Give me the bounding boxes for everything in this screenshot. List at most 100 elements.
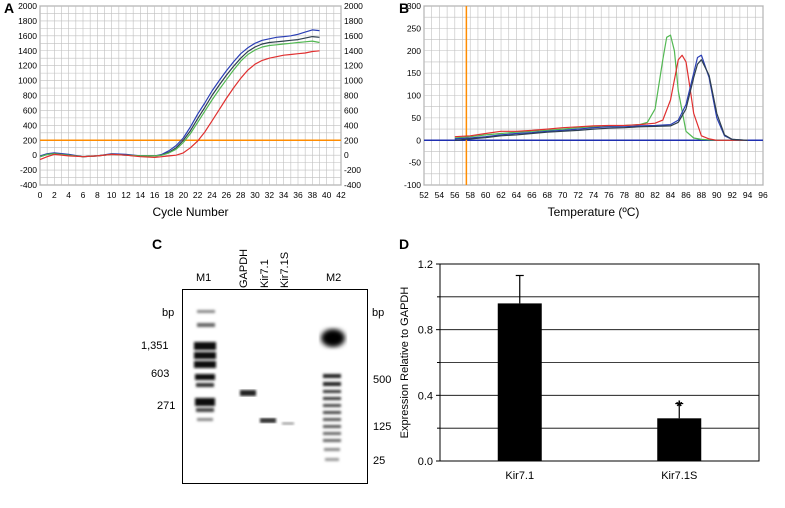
y-tick-label: 0	[416, 135, 421, 145]
x-tick-label: 60	[481, 190, 491, 200]
x-tick-label: 64	[512, 190, 522, 200]
y-tick-label: 400	[23, 120, 37, 130]
x-tick-label: 4	[66, 190, 71, 200]
y-tick-label: 1800	[18, 16, 37, 26]
x-tick-label: 10	[107, 190, 117, 200]
x-tick-label: 62	[496, 190, 506, 200]
panel-label-c: C	[152, 236, 163, 252]
y-axis-label: Expression Relative to GAPDH	[399, 287, 411, 439]
x-tick-label: 34	[279, 190, 289, 200]
lane-label-m1: M1	[196, 272, 212, 284]
y-tick-label-right: 200	[344, 135, 358, 145]
y-tick-label: 200	[23, 135, 37, 145]
marker-right-25: 25	[373, 455, 386, 467]
gel-band	[196, 408, 214, 412]
x-tick-label: 76	[604, 190, 614, 200]
y-tick-label-right: -400	[344, 180, 361, 190]
x-tick-label: Kir7.1	[505, 470, 534, 482]
x-axis-label: Temperature (ºC)	[548, 205, 640, 219]
y-tick-label: 250	[407, 23, 421, 33]
y-tick-label-right: -200	[344, 165, 361, 175]
x-tick-label: 6	[81, 190, 86, 200]
y-tick-label: -200	[20, 165, 37, 175]
x-tick-label: 96	[758, 190, 768, 200]
x-tick-label: 66	[527, 190, 537, 200]
y-tick-label-right: 1800	[344, 16, 363, 26]
x-tick-label: 70	[558, 190, 568, 200]
panel-label-d: D	[399, 236, 410, 252]
gel-band	[196, 383, 214, 387]
y-tick-label-right: 1000	[344, 76, 363, 86]
y-tick-label: 2000	[18, 1, 37, 11]
gel-image	[182, 289, 368, 484]
y-tick-label-right: 600	[344, 105, 358, 115]
gel-band	[323, 439, 341, 442]
gel-band	[325, 458, 339, 461]
x-tick-label: 16	[150, 190, 160, 200]
marker-right-500: 500	[373, 374, 392, 386]
x-tick-label: 88	[697, 190, 707, 200]
y-tick-label: 0	[32, 150, 37, 160]
y-tick-label: 0.8	[418, 325, 433, 337]
x-tick-label: 90	[712, 190, 722, 200]
x-tick-label: 68	[543, 190, 553, 200]
gel-band-gapdh	[240, 390, 256, 396]
x-tick-label: 82	[650, 190, 660, 200]
bp-label-left: bp	[162, 307, 175, 319]
gel-band	[323, 374, 341, 378]
x-tick-label: 18	[164, 190, 174, 200]
x-tick-label: 0	[38, 190, 43, 200]
marker-left-271: 271	[157, 400, 176, 412]
gel-band	[324, 448, 340, 451]
gel-band	[197, 310, 215, 313]
series-line-red	[39, 50, 320, 161]
y-tick-label: 800	[23, 91, 37, 101]
chart-a-amplification: 0 2 4 6 8 10 12 14 16 18 20 22 24 26 28 30 32 34 36 38 40 42-…	[18, 1, 363, 219]
y-tick-label-right: 0	[344, 150, 349, 160]
y-tick-label: -50	[409, 158, 422, 168]
x-tick-label: 2	[52, 190, 57, 200]
x-tick-label: 56	[450, 190, 460, 200]
y-tick-label: 0.4	[418, 390, 433, 402]
gel-band-m2-top	[321, 329, 345, 347]
x-tick-label: 86	[681, 190, 691, 200]
gel-band	[323, 425, 341, 428]
gel-band	[194, 342, 216, 350]
x-tick-label: 42	[336, 190, 346, 200]
x-tick-label: 14	[136, 190, 146, 200]
x-tick-label: 92	[727, 190, 737, 200]
y-tick-label-right: 800	[344, 91, 358, 101]
y-tick-label: 1200	[18, 61, 37, 71]
x-tick-label: 84	[666, 190, 676, 200]
x-tick-label: 74	[589, 190, 599, 200]
x-tick-label: 94	[743, 190, 753, 200]
x-tick-label: 32	[265, 190, 275, 200]
gel-band	[323, 418, 341, 421]
x-tick-label: 28	[236, 190, 246, 200]
x-tick-label: 78	[620, 190, 630, 200]
x-tick-label: 54	[435, 190, 445, 200]
y-tick-label-right: 400	[344, 120, 358, 130]
bp-label-right: bp	[372, 307, 385, 319]
chart-b-melt-curve: 52 54 56 58 60 62 64 66 68 70 72 74 76 78 80 82 84 86 88 90…	[404, 1, 768, 219]
lane-label-m2: M2	[326, 272, 342, 284]
y-tick-label: 1000	[18, 76, 37, 86]
y-tick-label: 300	[407, 1, 421, 11]
x-tick-label: 12	[121, 190, 131, 200]
x-tick-label: 38	[308, 190, 318, 200]
x-tick-label: 22	[193, 190, 203, 200]
gel-bands	[194, 310, 345, 461]
gel-band	[195, 398, 215, 406]
bar-kir71	[497, 303, 542, 461]
chart-d-expression: 0.0 0.4 0.8 1.2 Expression Relative to GAPDH…	[399, 259, 760, 482]
gel-band	[323, 382, 341, 386]
x-tick-label: 72	[573, 190, 583, 200]
gel-band	[323, 390, 341, 393]
series-line-dark	[454, 59, 748, 141]
x-tick-label: 52	[419, 190, 429, 200]
series-line-red	[454, 54, 748, 141]
x-tick-label: 20	[179, 190, 189, 200]
x-tick-label: 26	[222, 190, 232, 200]
y-tick-label: 1.2	[418, 259, 433, 271]
x-tick-label: 8	[95, 190, 100, 200]
